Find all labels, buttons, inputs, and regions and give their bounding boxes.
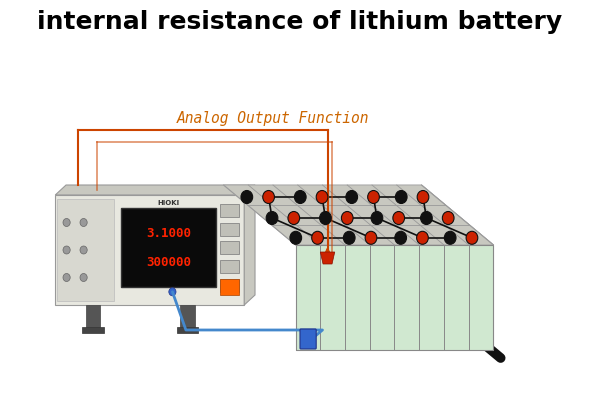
Circle shape — [63, 274, 70, 282]
Bar — [181, 305, 195, 327]
Circle shape — [241, 190, 253, 204]
Bar — [57, 199, 114, 301]
Circle shape — [395, 190, 407, 204]
Bar — [220, 260, 239, 273]
Polygon shape — [224, 185, 493, 245]
Circle shape — [316, 190, 328, 204]
Circle shape — [80, 218, 87, 226]
Text: internal resistance of lithium battery: internal resistance of lithium battery — [37, 10, 563, 34]
Polygon shape — [421, 185, 493, 350]
Polygon shape — [244, 185, 255, 305]
Bar — [220, 279, 239, 292]
Bar — [220, 222, 239, 236]
Circle shape — [365, 231, 377, 244]
Circle shape — [445, 231, 456, 244]
Circle shape — [169, 288, 176, 296]
Bar — [82, 327, 104, 333]
Circle shape — [290, 231, 302, 244]
Circle shape — [371, 212, 383, 224]
Circle shape — [295, 190, 306, 204]
Circle shape — [421, 212, 432, 224]
Bar — [220, 279, 239, 295]
Circle shape — [442, 212, 454, 224]
Text: Analog Output Function: Analog Output Function — [177, 110, 369, 126]
Circle shape — [266, 212, 278, 224]
Circle shape — [80, 274, 87, 282]
Circle shape — [395, 231, 407, 244]
Circle shape — [393, 212, 404, 224]
Circle shape — [466, 231, 478, 244]
Circle shape — [341, 212, 353, 224]
Circle shape — [343, 231, 355, 244]
Circle shape — [288, 212, 299, 224]
Text: 3.1000: 3.1000 — [146, 227, 191, 240]
Circle shape — [416, 231, 428, 244]
Text: HIOKI: HIOKI — [158, 200, 179, 206]
Circle shape — [320, 212, 331, 224]
Bar — [220, 241, 239, 254]
Circle shape — [263, 190, 274, 204]
Circle shape — [80, 246, 87, 254]
Circle shape — [63, 218, 70, 226]
Bar — [86, 305, 100, 327]
Bar — [121, 208, 216, 287]
Circle shape — [63, 246, 70, 254]
Circle shape — [368, 190, 379, 204]
Circle shape — [346, 190, 358, 204]
Bar — [177, 327, 199, 333]
Bar — [220, 204, 239, 217]
Text: 300000: 300000 — [146, 256, 191, 268]
Circle shape — [417, 190, 429, 204]
FancyBboxPatch shape — [300, 329, 316, 349]
Polygon shape — [296, 245, 493, 350]
Circle shape — [311, 231, 323, 244]
Polygon shape — [320, 252, 335, 264]
Polygon shape — [55, 185, 255, 195]
Polygon shape — [55, 195, 244, 305]
